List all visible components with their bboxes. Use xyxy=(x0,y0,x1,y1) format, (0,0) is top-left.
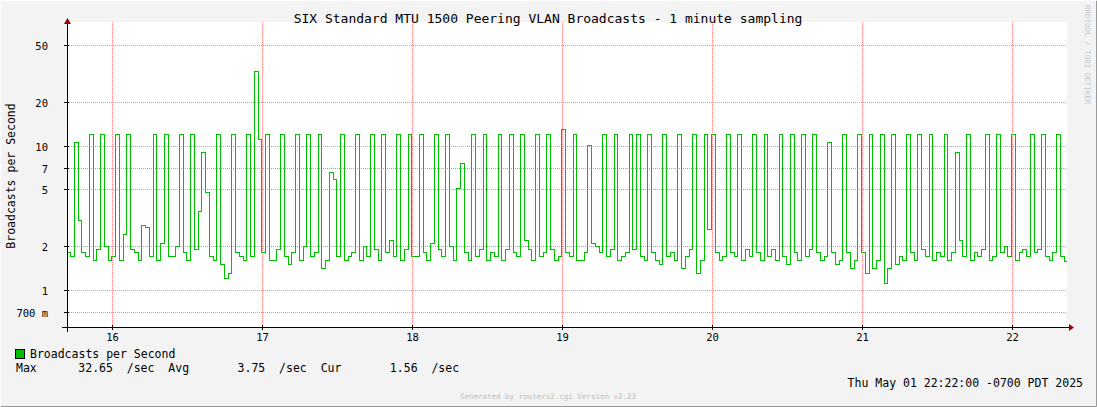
tick-mark xyxy=(64,146,69,147)
grid-line xyxy=(67,312,1067,313)
x-axis xyxy=(62,327,1071,328)
tick-label: 18 xyxy=(406,331,419,343)
tick-mark xyxy=(64,102,69,103)
tick-label: 700 m xyxy=(16,307,48,319)
legend-swatch xyxy=(16,350,25,359)
tick-label: 50 xyxy=(35,40,48,52)
grid-line xyxy=(67,45,1067,46)
tick-mark xyxy=(64,168,69,169)
tick-label: 17 xyxy=(256,331,269,343)
tick-label: 22 xyxy=(1006,331,1019,343)
tick-label: 16 xyxy=(106,331,119,343)
watermark: RRDTOOL / TOBI OETIKER xyxy=(1083,5,1092,105)
generator-note: Generated by routers2.cgi Version v2.23 xyxy=(460,392,636,401)
tick-mark xyxy=(64,45,69,46)
grid-line xyxy=(67,290,1067,291)
axis-arrow xyxy=(1069,324,1074,331)
series-line xyxy=(67,71,1067,283)
tick-label: 20 xyxy=(35,97,48,109)
tick-mark xyxy=(64,189,69,190)
tick-label: 20 xyxy=(706,331,719,343)
background xyxy=(0,0,1097,407)
stats: Max 32.65 /sec Avg 3.75 /sec Cur 1.56 /s… xyxy=(16,361,459,375)
tick-mark xyxy=(64,290,69,291)
grid-line xyxy=(112,22,113,327)
legend-label: Broadcasts per Second xyxy=(30,347,175,361)
grid-line xyxy=(1012,22,1013,327)
tick-label: 5 xyxy=(42,184,48,196)
tick-label: 19 xyxy=(556,331,569,343)
grid-line xyxy=(862,22,863,327)
tick-label: 2 xyxy=(42,241,48,253)
grid xyxy=(67,22,1067,327)
axis-arrow xyxy=(64,18,71,24)
border xyxy=(1,1,1097,407)
tick-label: 7 xyxy=(42,163,48,175)
tick-label: 21 xyxy=(856,331,869,343)
y-axis xyxy=(67,22,68,332)
chart: 5020107521700 m16171819202122SIX Standar… xyxy=(0,0,1097,407)
y-axis-label: Broadcasts per Second xyxy=(4,103,18,248)
data-group xyxy=(67,71,1067,283)
tick-mark xyxy=(64,312,69,313)
timestamp: Thu May 01 22:22:00 -0700 PDT 2025 xyxy=(848,376,1083,390)
tick-label: 1 xyxy=(42,285,48,297)
title: SIX Standard MTU 1500 Peering VLAN Broad… xyxy=(294,11,803,26)
tick-mark xyxy=(64,246,69,247)
plot-area xyxy=(67,22,1067,327)
tick-label: 10 xyxy=(35,141,48,153)
grid-line xyxy=(67,102,1067,103)
border xyxy=(1,1,1097,407)
